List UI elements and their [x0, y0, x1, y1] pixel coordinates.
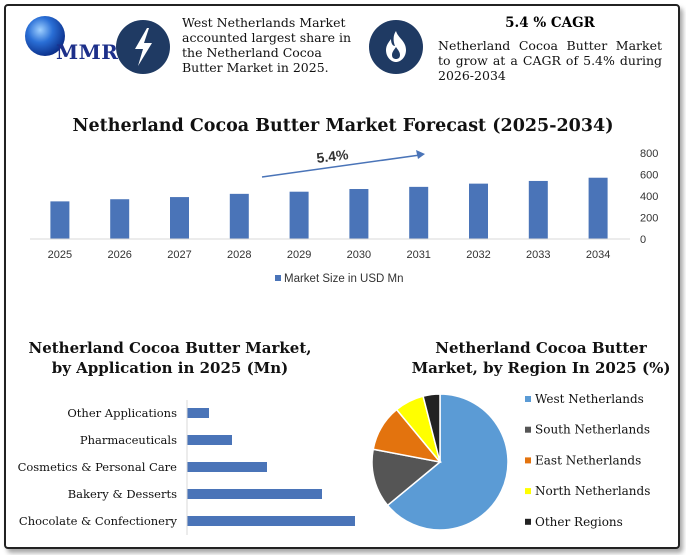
flame-icon — [369, 20, 423, 74]
x-tick-label: 2031 — [406, 249, 430, 261]
application-chart-title: Netherland Cocoa Butter Market, by Appli… — [28, 339, 312, 377]
application-bar — [187, 462, 267, 472]
application-category-label: Pharmaceuticals — [80, 433, 177, 447]
x-tick-label: 2028 — [227, 249, 251, 261]
pie-legend-swatch — [525, 457, 531, 464]
forecast-bar-2031 — [409, 186, 429, 239]
forecast-chart-title: Netherland Cocoa Butter Market Forecast … — [72, 116, 614, 136]
pie-legend-label: West Netherlands — [535, 392, 644, 406]
application-category-label: Chocolate & Confectionery — [19, 514, 178, 528]
y-tick-label: 600 — [640, 170, 658, 182]
pie-legend-label: South Netherlands — [535, 423, 650, 437]
lightning-bolt-icon — [116, 20, 170, 74]
forecast-bar-2025 — [50, 201, 70, 239]
forecast-bar-2034 — [588, 177, 608, 239]
application-category-label: Other Applications — [67, 406, 177, 420]
globe-logo-icon — [25, 16, 65, 56]
pie-legend-swatch — [525, 518, 531, 525]
x-tick-label: 2034 — [586, 249, 610, 261]
market-share-text: West Netherlands Market accounted larges… — [182, 15, 352, 75]
y-tick-label: 800 — [640, 148, 658, 160]
growth-arrow-line — [261, 154, 421, 178]
pie-slice-south-netherlands — [371, 448, 442, 507]
application-bar-chart: Other Applications Pharmaceuticals Cosmeti… — [18, 400, 355, 535]
x-tick-label: 2030 — [347, 249, 371, 261]
y-tick-label: 400 — [640, 191, 658, 203]
pie-legend-swatch — [525, 396, 531, 402]
cagr-title: 5.4 % CAGR — [505, 15, 595, 31]
pie-legend-swatch — [525, 426, 531, 433]
forecast-bar-2028 — [229, 193, 249, 239]
infographic-frame — [4, 4, 680, 549]
forecast-bar-2029 — [289, 191, 309, 239]
x-tick-label: 2026 — [107, 249, 131, 261]
x-tick-label: 2032 — [466, 249, 490, 261]
forecast-bar-2027 — [170, 197, 189, 239]
y-tick-label: 0 — [640, 234, 646, 246]
x-tick-label: 2029 — [287, 249, 311, 261]
pie-legend-label: Other Regions — [535, 515, 623, 529]
application-bar — [187, 516, 355, 526]
pie-legend-label: North Netherlands — [535, 484, 650, 498]
cagr-annotation: 5.4% — [316, 146, 350, 166]
application-bar — [187, 489, 322, 499]
y-tick-label: 200 — [640, 213, 658, 225]
cagr-description: Netherland Cocoa Butter Market to grow a… — [438, 38, 662, 83]
x-tick-label: 2027 — [167, 249, 191, 261]
x-tick-label: 2025 — [48, 249, 72, 261]
application-category-label: Cosmetics & Personal Care — [18, 460, 178, 474]
forecast-bar-2030 — [349, 189, 369, 239]
pie-slice-other-regions — [422, 393, 441, 463]
logo-text: MMR — [56, 40, 119, 64]
legend-label: Market Size in USD Mn — [284, 273, 404, 285]
growth-arrow-head — [416, 150, 425, 159]
application-bar — [187, 408, 209, 418]
forecast-bar-chart: 0 200 400 600 800 2025 2026 2027 2028 2029 2030 20… — [30, 146, 658, 285]
forecast-bar-2033 — [528, 180, 548, 239]
application-bar — [187, 435, 232, 445]
region-pie-chart: West Netherlands South Netherlands East Ne… — [371, 392, 650, 531]
x-tick-label: 2033 — [526, 249, 550, 261]
region-chart-title: Netherland Cocoa Butter Market, by Regio… — [411, 339, 671, 377]
legend-swatch — [275, 275, 281, 281]
pie-slice-west-netherlands — [386, 393, 509, 531]
application-category-label: Bakery & Desserts — [68, 487, 177, 501]
forecast-bar-2032 — [469, 183, 488, 239]
forecast-bar-2026 — [110, 199, 130, 239]
pie-legend-swatch — [525, 488, 531, 495]
pie-legend-label: East Netherlands — [535, 453, 641, 467]
